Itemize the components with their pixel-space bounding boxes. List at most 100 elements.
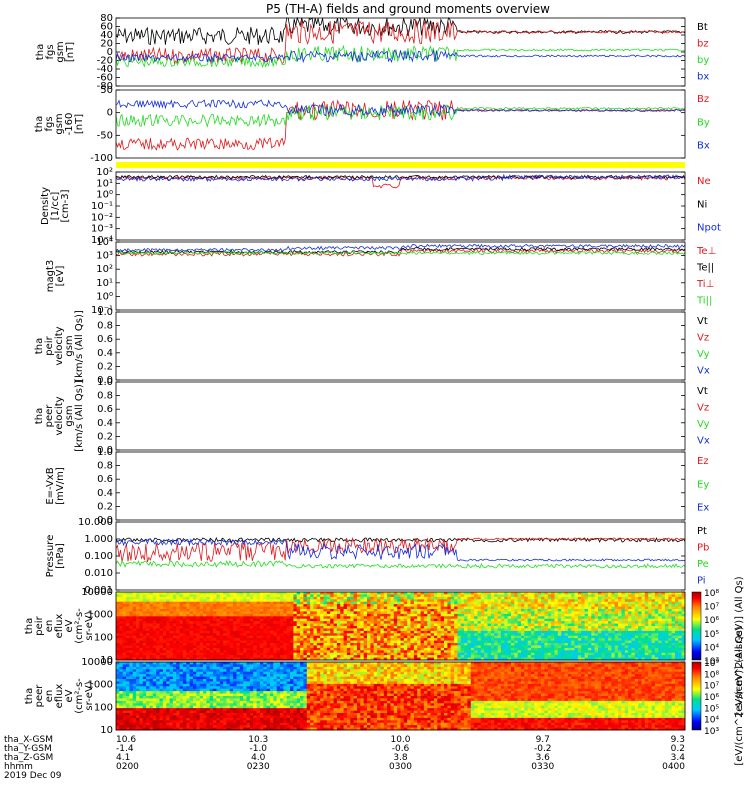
spectrogram-cell <box>484 645 488 649</box>
spectrogram-cell <box>129 594 134 598</box>
spectrogram-cell <box>387 604 391 607</box>
spectrogram-cell <box>470 630 475 634</box>
spectrogram-cell <box>166 652 170 656</box>
spectrogram-cell <box>591 592 595 595</box>
spectrogram-cell <box>300 630 304 634</box>
spectrogram-cell <box>172 633 177 637</box>
spectrogram-cell <box>229 640 234 644</box>
spectrogram-cell <box>199 655 204 658</box>
spectrogram-cell <box>544 601 549 605</box>
spectrogram-cell <box>460 611 465 615</box>
spectrogram-cell <box>587 626 592 629</box>
spectrogram-cell <box>547 613 552 617</box>
spectrogram-cell <box>631 623 636 627</box>
spectrogram-cell <box>544 628 549 632</box>
spectrogram-cell <box>521 628 525 632</box>
spectrogram-cell <box>310 604 314 607</box>
spectrogram-cell <box>638 606 642 610</box>
spectrogram-cell <box>608 599 612 603</box>
spectrogram-cell <box>397 638 401 641</box>
spectrogram-cell <box>363 623 368 627</box>
spectrogram-cell <box>567 604 572 607</box>
spectrogram-cell <box>259 633 264 637</box>
spectrogram-cell <box>159 638 164 641</box>
spectrogram-cell <box>487 609 492 612</box>
spectrogram-cell <box>276 655 281 658</box>
spectrogram-cell <box>166 657 170 661</box>
spectrogram-cell <box>310 647 314 651</box>
spectrogram-cell <box>608 626 612 629</box>
spectrogram-cell <box>116 645 120 649</box>
spectrogram-cell <box>196 652 200 656</box>
spectrogram-cell <box>256 594 261 598</box>
spectrogram-cell <box>638 645 642 649</box>
spectrogram-cell <box>223 628 227 632</box>
spectrogram-cell <box>437 609 441 612</box>
spectrogram-cell <box>346 638 351 641</box>
spectrogram-cell <box>457 592 462 595</box>
spectrogram-cell <box>293 643 298 646</box>
spectrogram-cell <box>638 643 642 646</box>
spectrogram-cell <box>447 638 452 641</box>
spectrogram-cell <box>557 599 562 603</box>
spectrogram-cell <box>193 655 197 658</box>
spectrogram-cell <box>598 616 602 620</box>
spectrogram-cell <box>129 647 134 651</box>
spectrogram-cell <box>527 611 532 615</box>
spectrogram-cell <box>213 623 217 627</box>
spectrogram-cell <box>293 626 298 629</box>
spectrogram-cell <box>454 613 458 617</box>
y-tick-label: 10¹ <box>96 278 113 289</box>
spectrogram-cell <box>149 601 154 605</box>
spectrogram-cell <box>357 601 361 605</box>
spectrogram-cell <box>618 626 622 629</box>
spectrogram-cell <box>397 643 401 646</box>
spectrogram-cell <box>531 626 535 629</box>
spectrogram-cell <box>226 594 231 598</box>
spectrogram-cell <box>423 601 428 605</box>
spectrogram-cell <box>139 596 144 600</box>
spectrogram-cell <box>598 630 602 634</box>
spectrogram-cell <box>584 611 589 615</box>
spectrogram-cell <box>323 592 328 595</box>
spectrogram-cell <box>300 592 304 595</box>
spectrogram-cell <box>537 650 542 654</box>
spectrogram-cell <box>484 650 488 654</box>
spectrogram-cell <box>618 618 622 622</box>
spectrogram-cell <box>323 621 328 624</box>
spectrogram-cell <box>477 640 482 644</box>
spectrogram-cell <box>621 655 626 658</box>
spectrogram-cell <box>243 613 247 617</box>
spectrogram-cell <box>179 657 184 661</box>
spectrogram-cell <box>537 626 542 629</box>
spectrogram-cell <box>504 606 508 610</box>
spectrogram-cell <box>146 599 150 603</box>
spectrogram-cell <box>223 611 227 615</box>
spectrogram-cell <box>601 618 605 622</box>
y-tick-label: 0.4 <box>97 488 113 499</box>
spectrogram-cell <box>531 623 535 627</box>
spectrogram-cell <box>357 594 361 598</box>
spectrogram-cell <box>557 626 562 629</box>
spectrogram-cell <box>507 630 512 634</box>
spectrogram-cell <box>229 647 234 651</box>
spectrogram-cell <box>320 606 324 610</box>
spectrogram-cell <box>567 635 572 639</box>
spectrogram-cell <box>527 621 532 624</box>
spectrogram-cell <box>480 647 485 651</box>
spectrogram-cell <box>668 645 672 649</box>
spectrogram-cell <box>249 618 254 622</box>
spectrogram-cell <box>300 633 304 637</box>
spectrogram-cell <box>454 623 458 627</box>
spectrogram-cell <box>357 609 361 612</box>
spectrogram-cell <box>444 645 448 649</box>
spectrogram-cell <box>517 601 522 605</box>
spectrogram-cell <box>457 635 462 639</box>
spectrogram-cell <box>430 628 435 632</box>
spectrogram-cell <box>182 592 187 595</box>
y-label-line: gsm <box>64 405 75 426</box>
spectrogram-cell <box>249 626 254 629</box>
spectrogram-cell <box>554 626 559 629</box>
spectrogram-cell <box>423 611 428 615</box>
spectrogram-cell <box>357 618 361 622</box>
